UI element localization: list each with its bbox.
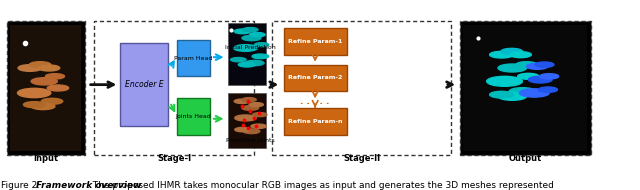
Circle shape [509,88,536,95]
Circle shape [238,62,255,67]
Circle shape [498,92,527,100]
Circle shape [527,63,548,69]
FancyBboxPatch shape [284,28,347,55]
Circle shape [234,29,251,34]
Text: Stage-II: Stage-II [343,154,380,163]
Circle shape [252,54,269,59]
FancyBboxPatch shape [7,21,84,155]
Circle shape [538,87,557,92]
Text: Framework overview: Framework overview [36,181,141,190]
FancyBboxPatch shape [460,21,591,155]
FancyBboxPatch shape [10,25,81,151]
Circle shape [498,64,527,72]
Circle shape [243,129,260,134]
Text: . The proposed IHMR takes monocular RGB images as input and generates the 3D mes: . The proposed IHMR takes monocular RGB … [86,181,554,190]
Circle shape [235,115,256,121]
Circle shape [235,127,250,132]
Circle shape [255,43,269,47]
Circle shape [251,124,266,128]
Text: Initial Prediction: Initial Prediction [225,45,276,50]
Circle shape [17,88,51,98]
FancyBboxPatch shape [284,65,347,91]
FancyBboxPatch shape [284,108,347,135]
Circle shape [242,35,261,41]
FancyBboxPatch shape [228,93,266,148]
Text: Input: Input [33,154,59,163]
Text: Refine Param-n: Refine Param-n [288,119,343,124]
Circle shape [24,102,45,108]
Text: Joints Head: Joints Head [175,114,211,119]
Text: . . . . .: . . . . . [301,97,330,106]
Circle shape [490,51,513,58]
FancyBboxPatch shape [177,98,210,135]
Circle shape [245,60,264,66]
Circle shape [535,62,554,67]
Circle shape [243,28,258,32]
Circle shape [486,76,522,86]
Circle shape [253,113,267,117]
FancyBboxPatch shape [177,40,210,76]
Circle shape [249,103,264,107]
Text: Refine Param-1: Refine Param-1 [288,39,342,44]
Circle shape [242,98,256,102]
Text: Output: Output [509,154,542,163]
FancyBboxPatch shape [463,25,587,151]
Circle shape [29,62,51,68]
Text: Stage-I: Stage-I [157,154,191,163]
FancyBboxPatch shape [228,23,266,85]
Circle shape [520,89,549,97]
Circle shape [540,74,559,79]
Circle shape [234,99,250,104]
Circle shape [516,62,537,68]
Circle shape [250,32,265,37]
Circle shape [529,76,552,83]
Circle shape [45,74,65,79]
Circle shape [242,106,259,110]
Circle shape [47,85,68,91]
Circle shape [234,45,257,51]
Text: Refine Param-2: Refine Param-2 [288,75,342,81]
Circle shape [42,98,63,104]
Circle shape [31,78,58,85]
Text: Encoder E: Encoder E [125,80,164,89]
Circle shape [510,52,531,58]
Circle shape [38,65,60,71]
Circle shape [230,58,246,62]
Circle shape [31,103,55,110]
Circle shape [501,48,522,54]
FancyBboxPatch shape [120,43,168,126]
Circle shape [18,65,42,71]
Text: Param Head: Param Head [174,55,212,60]
Text: Predicted Joints: Predicted Joints [226,138,275,143]
Circle shape [518,73,539,79]
Text: Figure 2:: Figure 2: [1,181,44,190]
Circle shape [490,91,513,98]
